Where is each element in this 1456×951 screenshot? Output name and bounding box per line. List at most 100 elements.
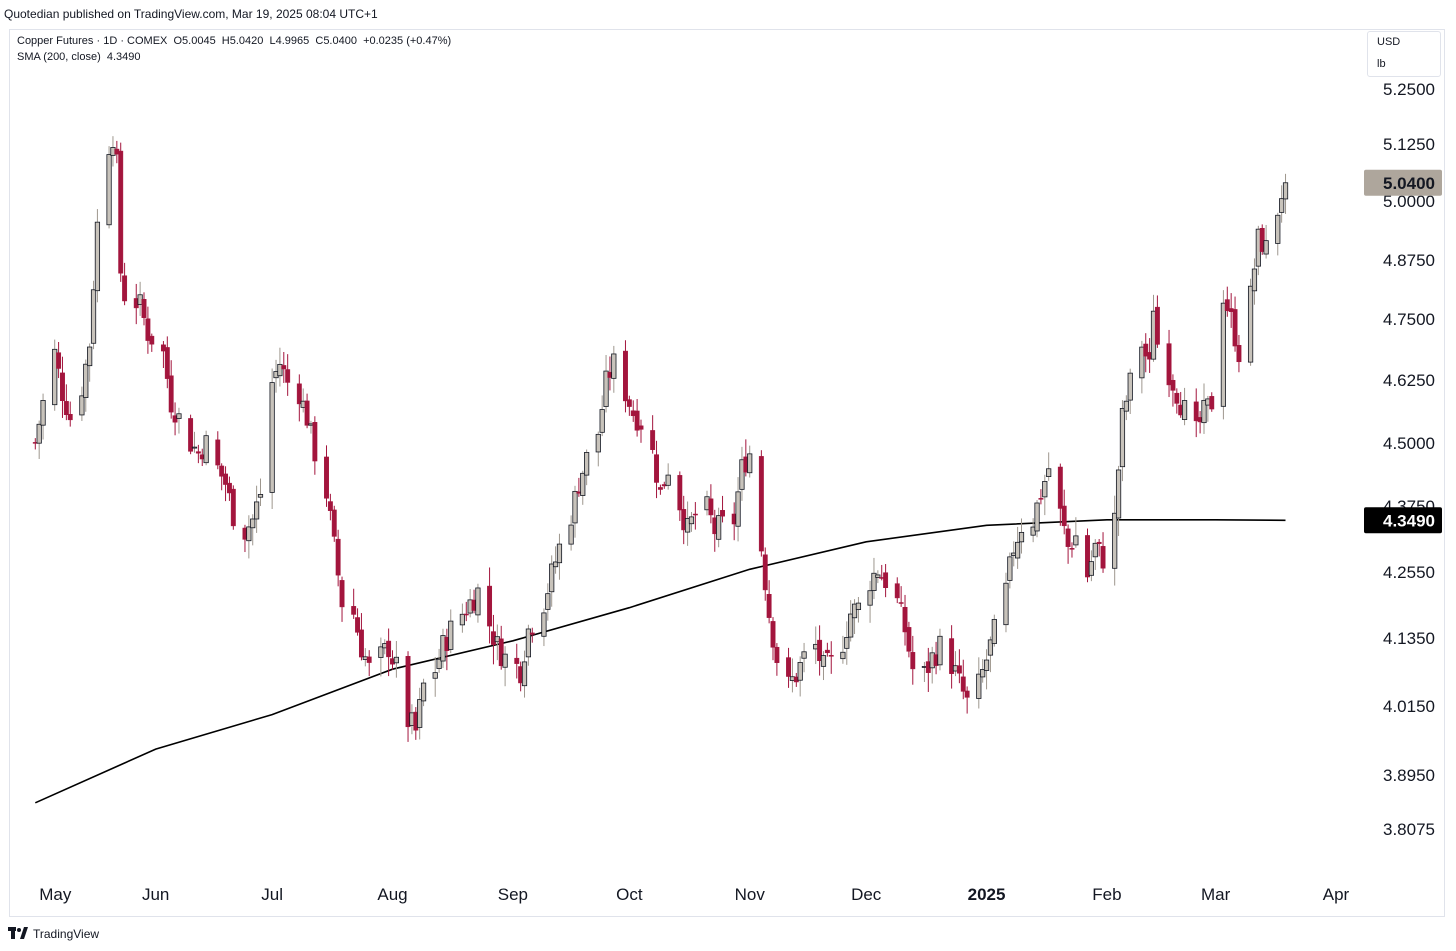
candle <box>634 399 640 437</box>
candle <box>1154 295 1160 348</box>
candle <box>902 594 908 646</box>
candle <box>894 577 900 604</box>
candle <box>1003 572 1009 633</box>
candle <box>638 419 644 443</box>
candle <box>1166 329 1172 398</box>
candle <box>393 640 399 678</box>
time-axis-label: Apr <box>1323 885 1350 904</box>
candle <box>747 445 753 478</box>
candle <box>386 628 392 677</box>
price-axis-tick: 4.0150 <box>1383 697 1435 716</box>
price-labels: 5.0400 4.3490 <box>1364 169 1442 534</box>
candle <box>405 651 411 742</box>
candle <box>355 608 361 636</box>
candle <box>603 355 609 413</box>
candle <box>626 395 632 416</box>
candle <box>145 306 151 354</box>
price-axis-tick: 5.2500 <box>1383 80 1435 99</box>
candle <box>552 546 559 574</box>
chart-frame <box>9 29 1445 917</box>
candle <box>1018 518 1025 554</box>
time-axis-label: Jun <box>142 885 169 904</box>
candle <box>708 484 714 524</box>
candle <box>67 401 73 427</box>
currency-unit-box[interactable]: USD lb <box>1367 31 1441 77</box>
candle <box>1112 495 1118 586</box>
candle <box>1057 463 1063 526</box>
candle <box>692 502 698 530</box>
price-axis-tick: 5.0000 <box>1383 192 1435 211</box>
time-axis-label: Jul <box>261 885 283 904</box>
candle <box>1220 290 1227 420</box>
time-axis-label: Aug <box>377 885 407 904</box>
price-axis-tick: 3.8950 <box>1383 766 1435 785</box>
candle <box>910 635 916 685</box>
candle <box>1065 524 1071 564</box>
price-axis-tick: 5.1250 <box>1383 135 1435 154</box>
candle <box>420 678 427 707</box>
price-axis-tick: 3.8075 <box>1383 820 1435 839</box>
candle <box>118 142 124 282</box>
candle <box>312 416 318 475</box>
time-axis-label: 2025 <box>968 885 1006 904</box>
candle <box>720 495 725 523</box>
candle <box>677 471 683 521</box>
candle <box>63 384 69 421</box>
candle <box>572 485 578 538</box>
candle <box>987 636 994 673</box>
candle <box>521 650 528 698</box>
candle <box>964 686 970 714</box>
time-axis-label: Feb <box>1092 885 1121 904</box>
candle <box>436 648 442 673</box>
candle <box>106 146 112 229</box>
candle <box>269 368 275 510</box>
candle <box>514 643 520 679</box>
candle <box>149 333 155 352</box>
candle <box>366 650 372 677</box>
candle <box>463 601 469 622</box>
candle <box>331 505 337 542</box>
candle <box>203 430 209 466</box>
candle <box>94 209 101 303</box>
candle <box>250 514 256 546</box>
candle <box>786 647 791 688</box>
candle <box>1236 334 1242 373</box>
candle <box>650 415 656 454</box>
publisher-line: Quotedian published on TradingView.com, … <box>4 7 378 21</box>
candle <box>83 359 89 412</box>
candle <box>257 478 264 507</box>
candle <box>1038 489 1044 505</box>
candle <box>1096 538 1102 557</box>
brand-name: TradingView <box>33 927 100 941</box>
candle <box>580 470 586 505</box>
candle <box>956 649 962 684</box>
candle <box>599 395 605 437</box>
sma-value-label-bg <box>1364 507 1442 534</box>
candle <box>358 613 364 661</box>
candle <box>378 637 384 677</box>
candle <box>1100 532 1106 573</box>
candle <box>1201 383 1207 434</box>
sma-layer <box>34 519 1286 804</box>
sma-value-label: 4.3490 <box>1383 511 1435 530</box>
candle <box>541 608 547 647</box>
candle <box>1275 212 1281 256</box>
candle <box>1224 286 1230 317</box>
candle <box>797 656 803 697</box>
candle <box>774 643 780 676</box>
candle <box>801 642 807 673</box>
candle <box>595 431 601 467</box>
candle <box>623 340 628 413</box>
candle <box>1247 278 1254 366</box>
tradingview-logo-icon <box>8 927 28 939</box>
price-axis-tick: 4.8750 <box>1383 251 1435 270</box>
candle <box>90 280 97 350</box>
candle <box>1263 224 1269 259</box>
price-axis-tick: 4.1350 <box>1383 629 1435 648</box>
candle <box>883 564 889 598</box>
candle <box>1251 258 1258 305</box>
candle <box>40 393 46 440</box>
candle <box>1085 528 1090 583</box>
price-axis-tick: 4.2550 <box>1383 563 1435 582</box>
